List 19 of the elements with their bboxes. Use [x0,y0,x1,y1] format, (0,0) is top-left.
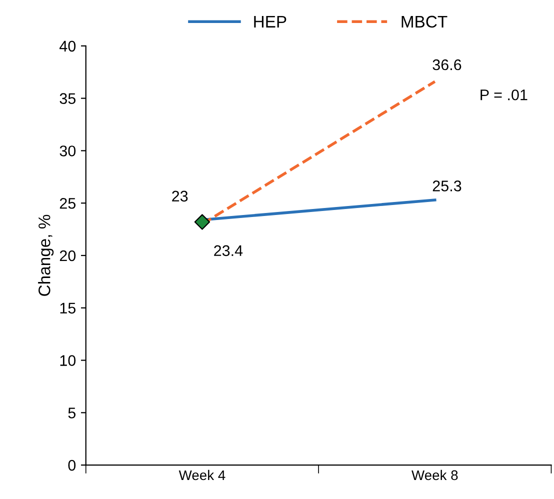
x-tick-label: Week 4 [178,470,226,480]
data-label: 25.3 [432,180,462,192]
data-label: 36.6 [432,59,462,70]
annotation: P = .01 [480,89,528,100]
y-axis-title: Change, % [38,214,54,296]
y-tick-label: 35 [60,93,76,104]
y-tick-label: 20 [60,250,76,262]
data-label: 23.4 [214,245,243,256]
y-tick-label: 40 [60,40,76,52]
legend-label: MBCT [402,16,448,28]
y-tick-label: 5 [68,408,76,418]
y-tick-label: 30 [60,146,76,156]
y-tick-label: 10 [60,355,76,366]
y-tick-label: 0 [68,460,76,471]
data-label: 23 [172,190,188,202]
y-tick-label: 15 [60,302,76,314]
legend-label: HEP [254,16,286,28]
y-tick-label: 25 [60,198,76,209]
x-tick-label: Week 8 [412,470,458,480]
